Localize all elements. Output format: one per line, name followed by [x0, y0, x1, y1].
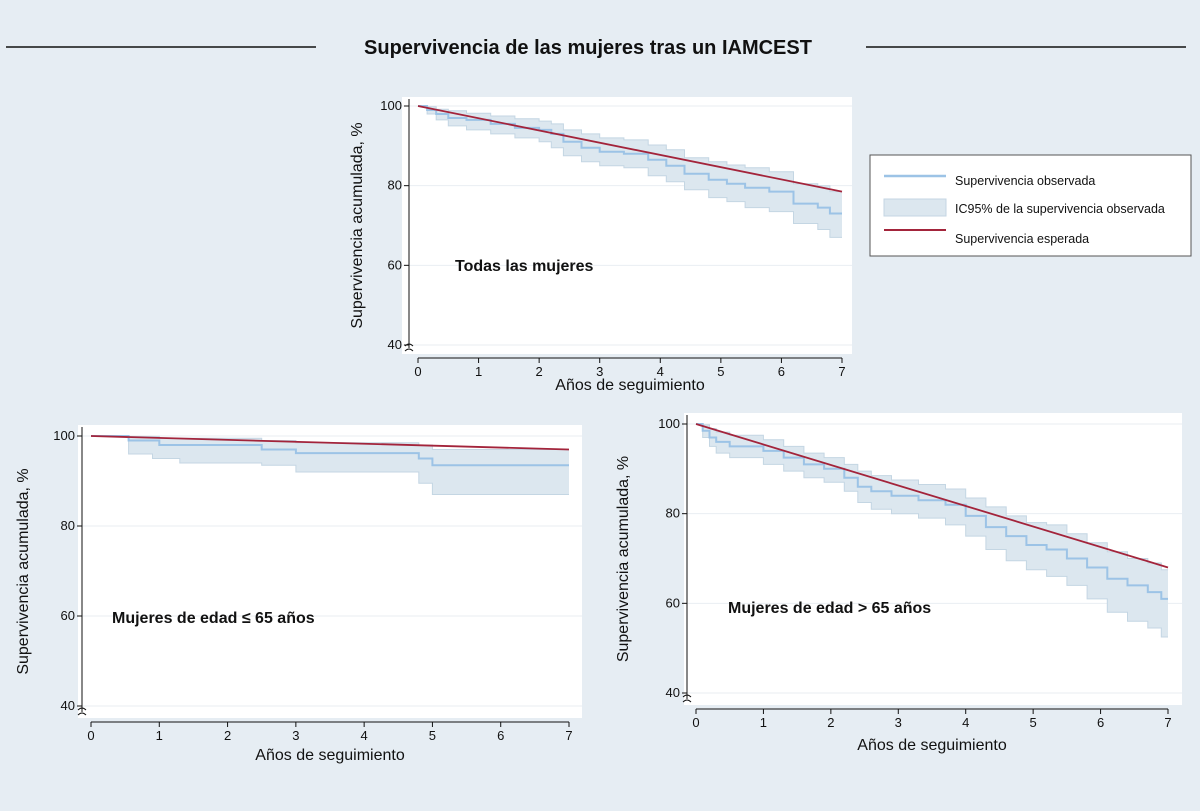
chart1-ytick-label-0: 40	[61, 698, 75, 713]
chart2-xtick-label-0: 0	[692, 715, 699, 730]
panel-todas-las-mujeres: 40 60 80 100 0 1 2 3 4 5 6 7 Años de seguimiento Supe…	[349, 97, 852, 394]
figure-title: Supervivencia de las mujeres tras un IAM…	[364, 37, 812, 59]
chart0-xtick-label-4: 4	[657, 364, 664, 379]
chart2-ytick-label-1: 60	[666, 595, 680, 610]
chart1-expected-line	[90, 435, 570, 451]
panel-mujeres-menor-65: 40 60 80 100 0 1 2 3 4 5 6 7 Años de seguimiento Supe…	[15, 425, 582, 764]
chart0-ci-upper-edge	[418, 105, 842, 193]
chart2-expected-line	[695, 423, 1169, 569]
chart0-ci-lower-edge	[418, 105, 842, 238]
chart2-ci-lower-edge	[696, 423, 1168, 638]
chart0-xtick-label-5: 5	[717, 364, 724, 379]
chart1-xtick-label-1: 1	[156, 728, 163, 743]
chart0-annotation: Todas las mujeres	[455, 258, 594, 275]
chart1-xtick-label-0: 0	[87, 728, 94, 743]
chart0-plot-area	[402, 97, 852, 354]
legend-expected-label: Supervivencia esperada	[955, 232, 1089, 246]
chart0-ytick-label-0: 40	[388, 337, 402, 352]
chart0-xtick-label-0: 0	[414, 364, 421, 379]
chart1-ylabel: Supervivencia acumulada, %	[15, 468, 32, 674]
chart2-ylabel: Supervivencia acumulada, %	[615, 456, 632, 662]
chart2-annotation: Mujeres de edad > 65 años	[728, 600, 931, 617]
chart2-xtick-label-6: 6	[1097, 715, 1104, 730]
chart2-xtick-label-2: 2	[827, 715, 834, 730]
chart1-xlabel: Años de seguimiento	[255, 747, 405, 764]
chart0-observed-line	[418, 105, 842, 215]
chart1-annotation: Mujeres de edad ≤ 65 años	[112, 610, 315, 627]
chart1-xtick-label-4: 4	[361, 728, 368, 743]
chart2-xtick-label-3: 3	[895, 715, 902, 730]
chart0-ylabel: Supervivencia acumulada, %	[349, 122, 366, 328]
chart2-ytick-label-2: 80	[666, 506, 680, 521]
chart1-ci-lower-edge	[91, 435, 569, 495]
chart2-xtick-label-5: 5	[1030, 715, 1037, 730]
chart0-xlabel: Años de seguimiento	[555, 377, 705, 394]
legend-observed-label: Supervivencia observada	[955, 174, 1095, 188]
chart1-xtick-label-3: 3	[292, 728, 299, 743]
legend-ci-swatch	[883, 198, 947, 217]
chart2-axis-break	[682, 694, 692, 703]
chart2-ci-band	[696, 424, 1168, 637]
chart0-xtick-label-1: 1	[475, 364, 482, 379]
chart2-ytick-label-3: 100	[658, 416, 680, 431]
chart1-axis-break	[77, 707, 87, 716]
chart0-xtick-label-2: 2	[536, 364, 543, 379]
chart1-ci-band	[91, 436, 569, 495]
chart0-xtick-label-7: 7	[838, 364, 845, 379]
chart1-observed-line	[91, 435, 569, 467]
chart0-xtick-label-3: 3	[596, 364, 603, 379]
chart1-xtick-label-5: 5	[429, 728, 436, 743]
chart0-ytick-label-2: 80	[388, 178, 402, 193]
chart2-xtick-label-7: 7	[1164, 715, 1171, 730]
chart0-ytick-label-3: 100	[380, 98, 402, 113]
chart2-xtick-label-1: 1	[760, 715, 767, 730]
chart0-ci-band	[418, 106, 842, 238]
chart2-xtick-label-4: 4	[962, 715, 969, 730]
legend-ci-label: IC95% de la supervivencia observada	[955, 202, 1165, 216]
chart1-xtick-label-2: 2	[224, 728, 231, 743]
chart2-observed-line	[696, 423, 1168, 600]
chart0-ytick-label-1: 60	[388, 257, 402, 272]
chart1-xtick-label-7: 7	[565, 728, 572, 743]
chart1-ytick-label-3: 100	[53, 428, 75, 443]
panel-mujeres-mayor-65: 40 60 80 100 0 1 2 3 4 5 6 7 Años de seguimiento Supe…	[615, 413, 1182, 754]
chart1-ytick-label-1: 60	[61, 608, 75, 623]
chart0-xtick-label-6: 6	[778, 364, 785, 379]
chart1-ytick-label-2: 80	[61, 518, 75, 533]
chart1-xtick-label-6: 6	[497, 728, 504, 743]
chart2-xlabel: Años de seguimiento	[857, 737, 1007, 754]
legend: Supervivencia observada IC95% de la supe…	[869, 154, 1192, 257]
chart2-ci-upper-edge	[696, 423, 1168, 571]
chart0-expected-line	[417, 105, 843, 193]
chart2-ytick-label-0: 40	[666, 685, 680, 700]
